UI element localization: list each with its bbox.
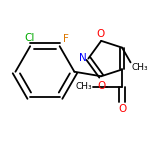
- Text: CH₃: CH₃: [75, 82, 92, 91]
- Text: N: N: [79, 53, 86, 63]
- Text: Cl: Cl: [24, 33, 35, 43]
- Text: F: F: [63, 34, 69, 44]
- Text: CH₃: CH₃: [131, 63, 148, 72]
- Text: O: O: [118, 104, 126, 114]
- Text: O: O: [97, 81, 106, 91]
- Text: O: O: [96, 29, 105, 39]
